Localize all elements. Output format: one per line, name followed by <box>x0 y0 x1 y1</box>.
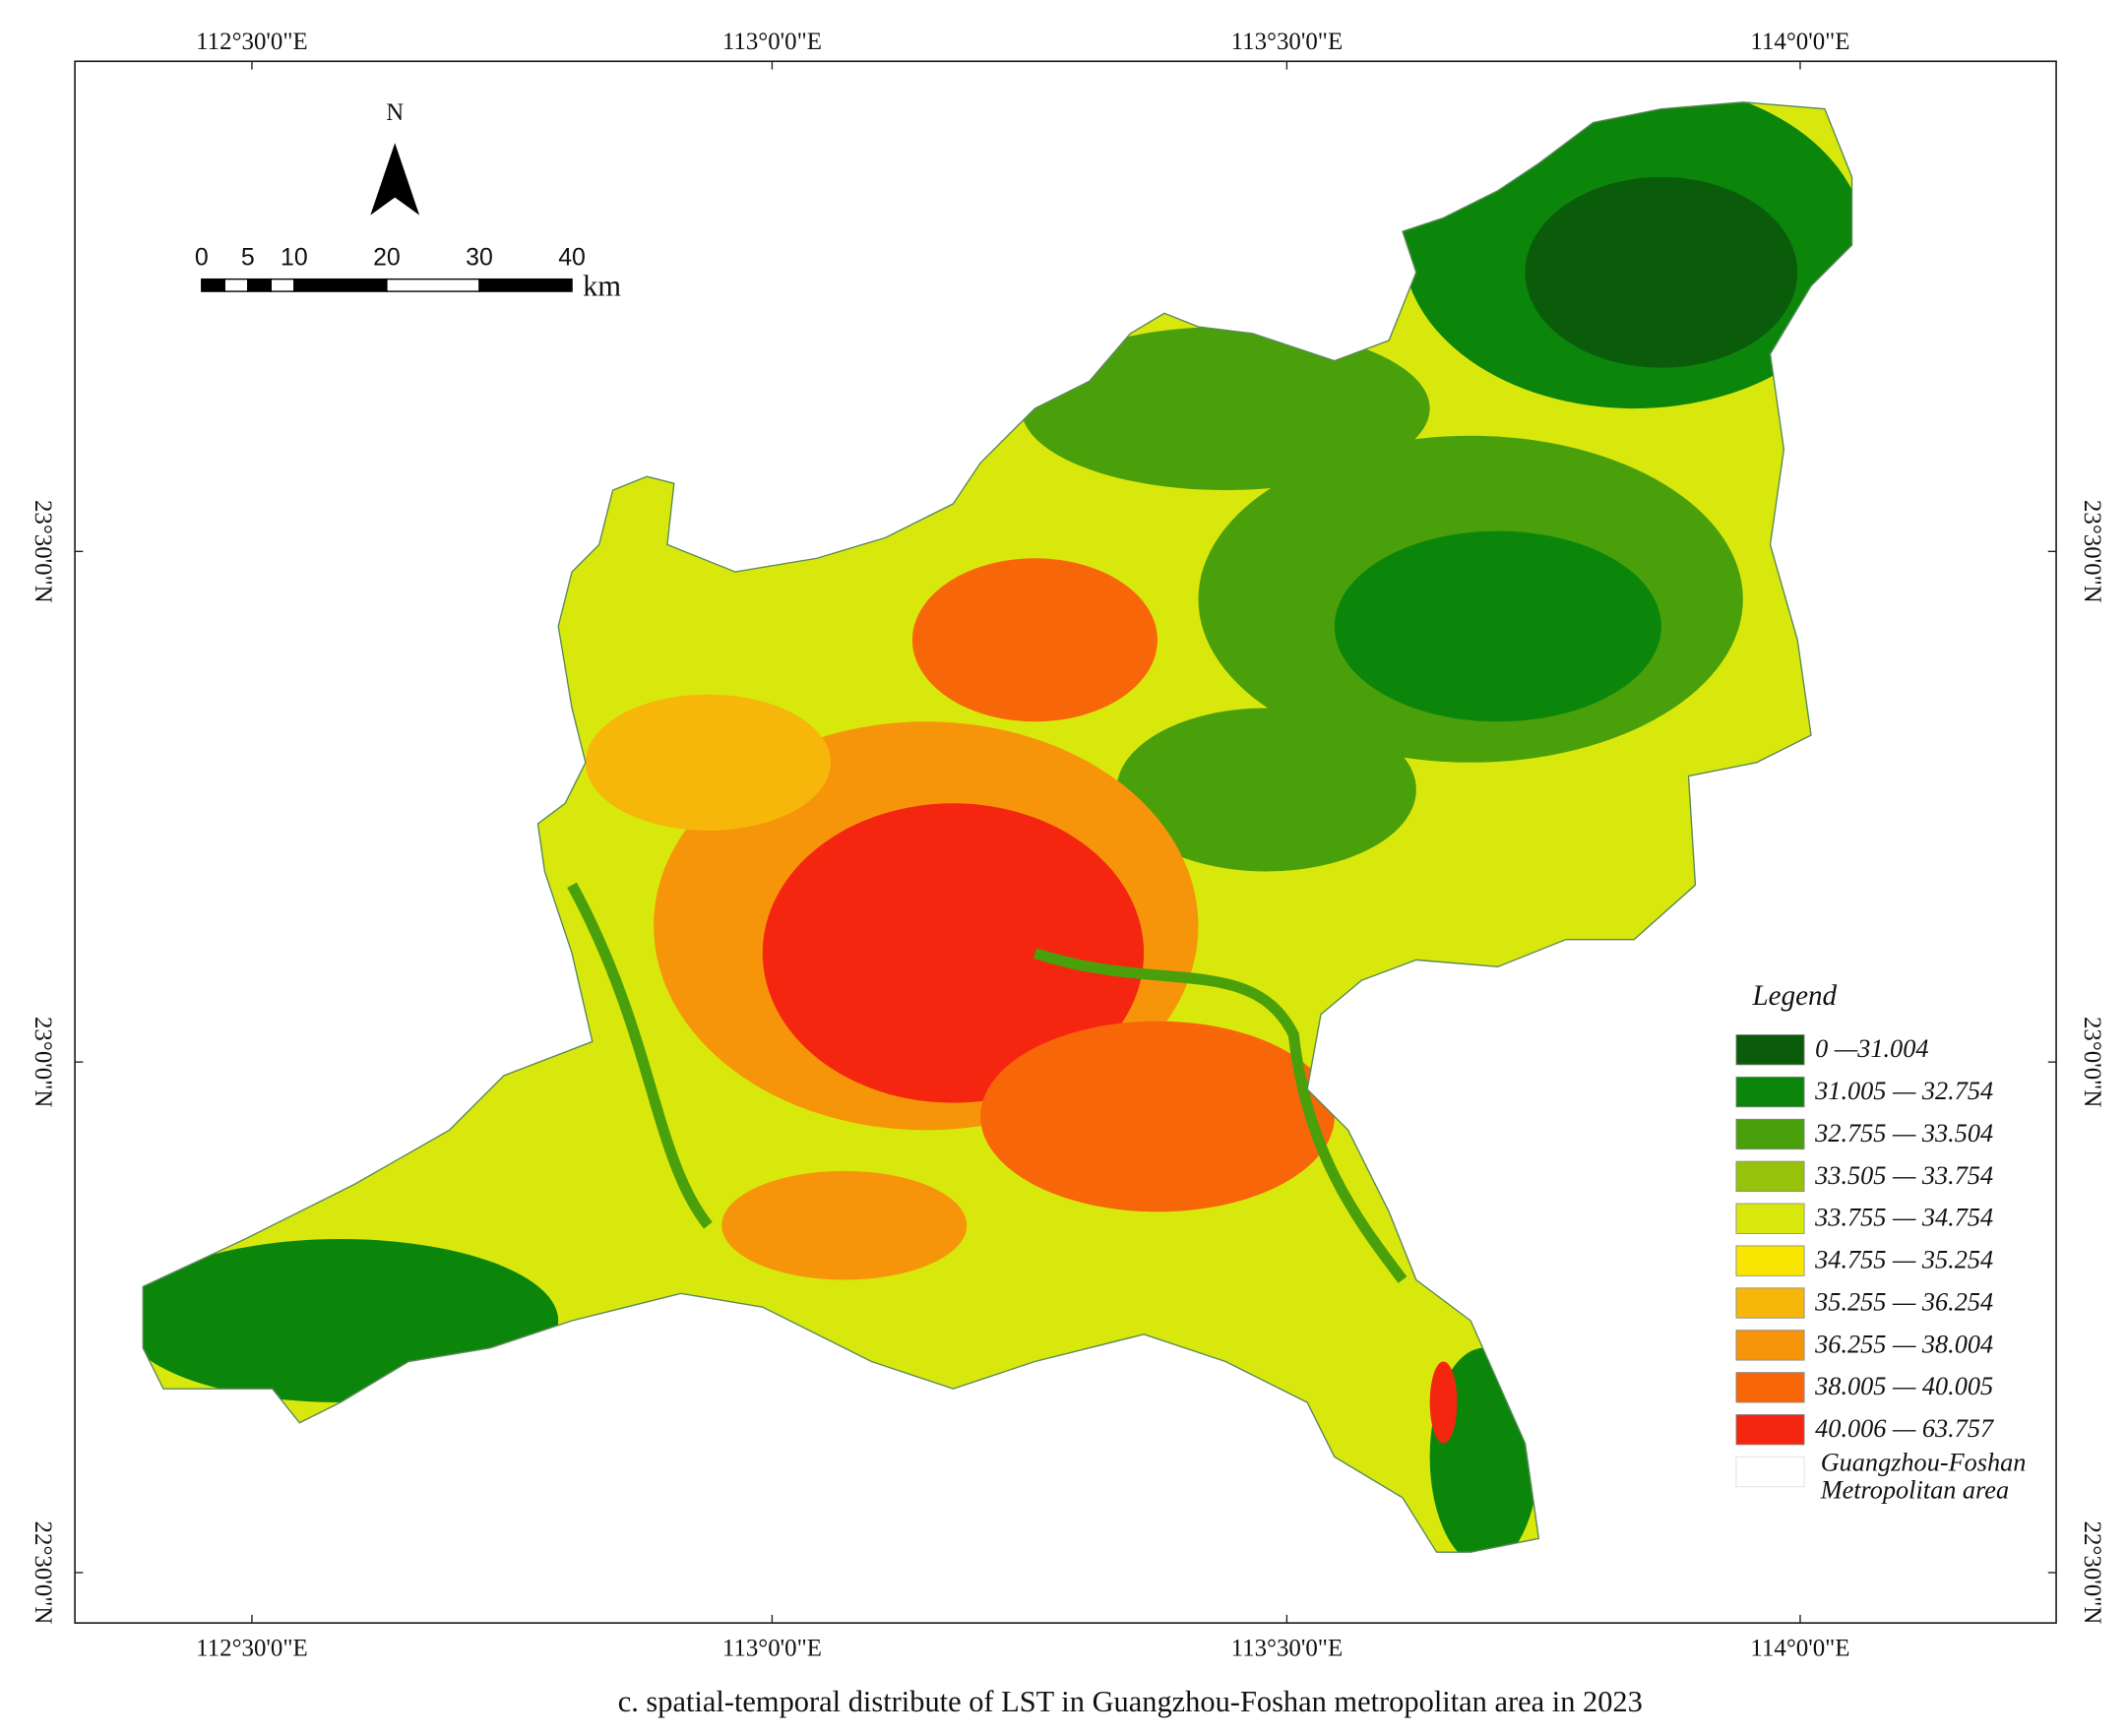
scale-segment <box>201 278 225 292</box>
lon-label-bottom: 114°0'0"E <box>1750 1636 1849 1662</box>
legend-swatch <box>1735 1203 1805 1234</box>
lon-label-top: 113°0'0"E <box>722 29 822 55</box>
lat-label-right: 23°30'0"N <box>2079 500 2105 603</box>
legend-swatch <box>1735 1414 1805 1446</box>
lon-label-top: 112°30'0"E <box>196 29 308 55</box>
legend-label: 40.006 — 63.757 <box>1815 1414 1995 1443</box>
region-boundary <box>142 101 1853 1553</box>
legend-title: Legend <box>1752 980 1838 1012</box>
legend-label: 36.255 — 38.004 <box>1814 1330 1993 1358</box>
lon-label-bottom: 113°30'0"E <box>1231 1636 1344 1662</box>
legend-boundary-label: Metropolitan area <box>1820 1475 2009 1504</box>
lat-label-left: 23°0'0"N <box>30 1017 56 1107</box>
caption: c. spatial-temporal distribute of LST in… <box>618 1685 1643 1718</box>
legend-swatch <box>1735 1330 1805 1361</box>
legend-label: 38.005 — 40.005 <box>1814 1372 1993 1400</box>
legend-label: 33.505 — 33.754 <box>1814 1161 1993 1190</box>
legend-label: 32.755 — 33.504 <box>1814 1119 1993 1147</box>
scale-tick-label: 5 <box>241 243 255 271</box>
lon-label-top: 114°0'0"E <box>1750 29 1849 55</box>
scale-segment <box>247 278 273 292</box>
north-label: N <box>386 99 404 126</box>
legend-swatch <box>1735 1245 1805 1276</box>
scale-segment <box>478 278 573 292</box>
lst-raster <box>143 101 1852 1553</box>
legend-label: 31.005 — 32.754 <box>1814 1077 1993 1105</box>
lat-label-right: 22°30'0"N <box>2079 1521 2105 1625</box>
legend-swatch <box>1735 1118 1805 1150</box>
lat-label-left: 22°30'0"N <box>30 1521 56 1625</box>
scale-tick-label: 0 <box>195 243 209 271</box>
scale-segment <box>386 278 480 292</box>
lon-label-top: 113°30'0"E <box>1231 29 1344 55</box>
legend-swatch <box>1735 1372 1805 1403</box>
lat-label-left: 23°30'0"N <box>30 500 56 603</box>
scale-tick-label: 10 <box>281 243 308 271</box>
legend-label: 33.755 — 34.754 <box>1814 1204 1993 1232</box>
scale-tick-label: 30 <box>466 243 493 271</box>
legend-swatch <box>1735 1034 1805 1066</box>
legend-label: 0 —31.004 <box>1815 1034 1928 1063</box>
legend-swatch <box>1735 1076 1805 1108</box>
legend-label: 35.255 — 36.254 <box>1814 1287 1993 1316</box>
scale-tick-label: 20 <box>373 243 401 271</box>
scale-segment <box>293 278 388 292</box>
lon-label-bottom: 113°0'0"E <box>722 1636 822 1662</box>
legend-label: 34.755 — 35.254 <box>1814 1246 1993 1274</box>
legend-swatch <box>1735 1287 1805 1319</box>
scale-tick-label: 40 <box>558 243 586 271</box>
scale-segment <box>223 278 249 292</box>
legend-boundary-swatch <box>1735 1456 1805 1488</box>
legend-swatch <box>1735 1160 1805 1192</box>
north-arrow: N <box>370 99 420 216</box>
scale-unit: km <box>583 269 621 302</box>
legend-boundary-label: Guangzhou-Foshan <box>1821 1449 2027 1477</box>
lon-label-bottom: 112°30'0"E <box>196 1636 308 1662</box>
scale-segment <box>270 278 295 292</box>
map-frame <box>74 60 2057 1624</box>
lat-label-right: 23°0'0"N <box>2079 1017 2105 1107</box>
